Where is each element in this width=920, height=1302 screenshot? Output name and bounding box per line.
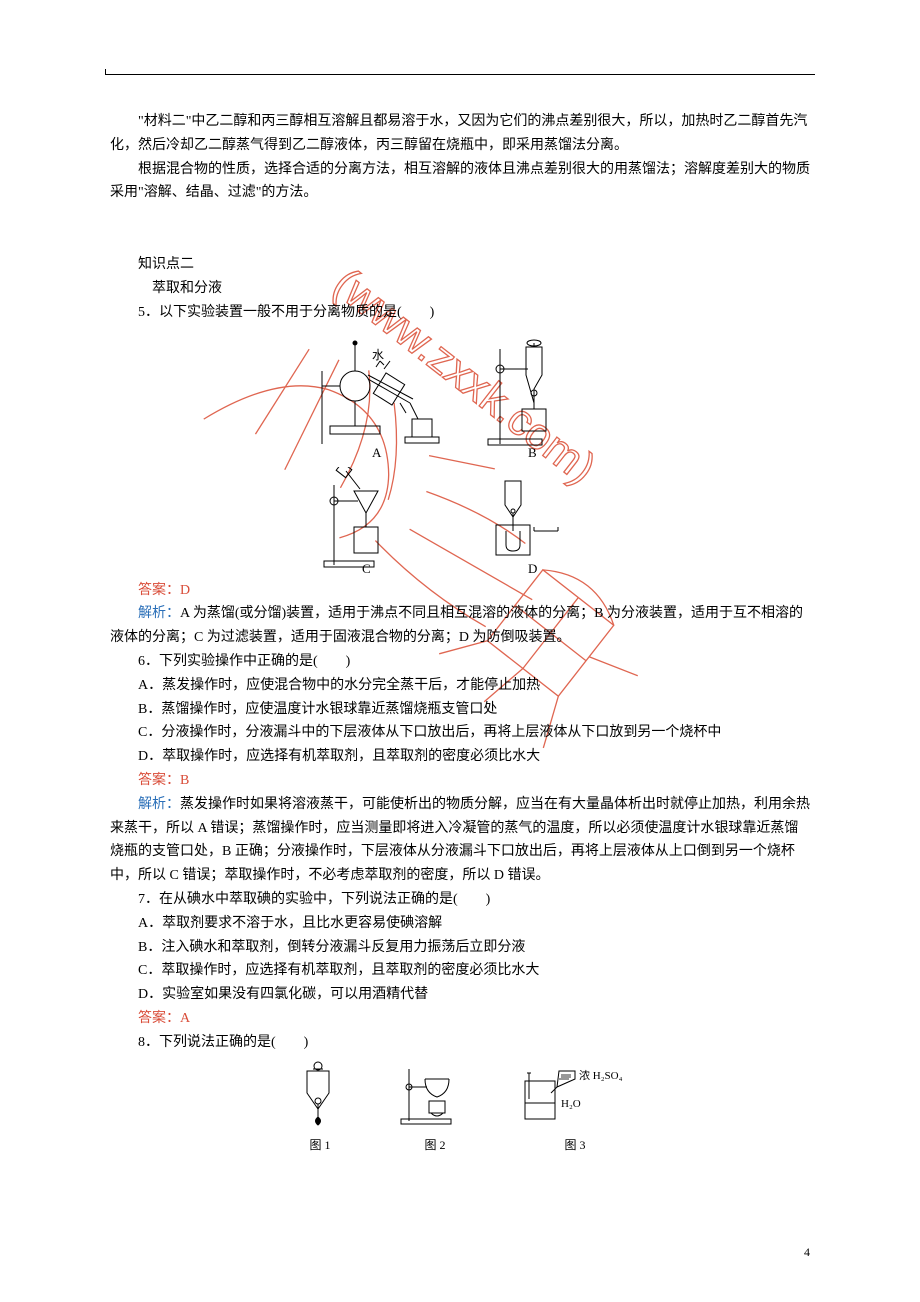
q5-stem: 5．以下实验装置一般不用于分离物质的是( ) bbox=[110, 301, 810, 325]
h2so4-label: 浓 H₂SO₄ bbox=[579, 1069, 623, 1082]
q5-apparatus-ab: 水 A B bbox=[310, 331, 610, 461]
q6-stem: 6．下列实验操作中正确的是( ) bbox=[110, 650, 810, 674]
q5-explain: 解析：A 为蒸馏(或分馏)装置，适用于沸点不同且相互混溶的液体的分离；B 为分液… bbox=[110, 602, 810, 650]
q7-answer: 答案：A bbox=[110, 1007, 810, 1031]
h2o-label: H₂O bbox=[561, 1098, 581, 1110]
label-a: A bbox=[372, 445, 382, 460]
q6-explain: 解析：蒸发操作时如果将溶液蒸干，可能使析出的物质分解，应当在有大量晶体析出时就停… bbox=[110, 793, 810, 888]
q7-a: A．萃取剂要求不溶于水，且比水更容易使碘溶解 bbox=[110, 912, 810, 936]
section-subtitle: 萃取和分液 bbox=[110, 277, 810, 301]
fig2-label: 图 2 bbox=[424, 1135, 445, 1155]
water-label: 水 bbox=[372, 348, 384, 362]
fig1-label: 图 1 bbox=[309, 1135, 330, 1155]
q5-answer: 答案：D bbox=[110, 579, 810, 603]
q6-d: D．萃取操作时，应选择有机萃取剂，且萃取剂的密度必须比水大 bbox=[110, 745, 810, 769]
header-tick bbox=[105, 69, 106, 75]
q8-fig3: 浓 H₂SO₄ H₂O 图 3 bbox=[515, 1061, 635, 1155]
page-number: 4 bbox=[804, 1242, 810, 1262]
q6-a: A．蒸发操作时，应使混合物中的水分完全蒸干后，才能停止加热 bbox=[110, 674, 810, 698]
label-b: B bbox=[528, 445, 537, 460]
page-content: "材料二"中乙二醇和丙三醇相互溶解且都易溶于水，又因为它们的沸点差别很大，所以，… bbox=[110, 110, 810, 1155]
q8-stem: 8．下列说法正确的是( ) bbox=[110, 1031, 810, 1055]
q6-b: B．蒸馏操作时，应使温度计水银球靠近蒸馏烧瓶支管口处 bbox=[110, 698, 810, 722]
q5-diagram-row-1: 水 A B bbox=[110, 331, 810, 461]
q8-fig2: 图 2 bbox=[395, 1061, 475, 1155]
explain-label: 解析： bbox=[138, 797, 180, 812]
header-rule bbox=[105, 74, 815, 75]
intro-para-2: 根据混合物的性质，选择合适的分离方法，相互溶解的液体且沸点差别很大的用蒸馏法；溶… bbox=[110, 158, 810, 206]
label-c: C bbox=[362, 561, 371, 576]
label-d: D bbox=[528, 561, 537, 576]
section-title: 知识点二 bbox=[110, 253, 810, 277]
q8-diagrams: 图 1 图 2 bbox=[110, 1061, 810, 1155]
q5-explain-text: A 为蒸馏(或分馏)装置，适用于沸点不同且相互混溶的液体的分离；B 为分液装置，… bbox=[110, 606, 803, 645]
intro-para-1: "材料二"中乙二醇和丙三醇相互溶解且都易溶于水，又因为它们的沸点差别很大，所以，… bbox=[110, 110, 810, 158]
q7-d: D．实验室如果没有四氯化碳，可以用酒精代替 bbox=[110, 983, 810, 1007]
q8-fig1: 图 1 bbox=[285, 1061, 355, 1155]
q7-c: C．萃取操作时，应选择有机萃取剂，且萃取剂的密度必须比水大 bbox=[110, 959, 810, 983]
explain-label: 解析： bbox=[138, 606, 180, 621]
q6-c: C．分液操作时，分液漏斗中的下层液体从下口放出后，再将上层液体从下口放到另一个烧… bbox=[110, 721, 810, 745]
q7-stem: 7．在从碘水中萃取碘的实验中，下列说法正确的是( ) bbox=[110, 888, 810, 912]
q7-b: B．注入碘水和萃取剂，倒转分液漏斗反复用力振荡后立即分液 bbox=[110, 936, 810, 960]
fig3-label: 图 3 bbox=[564, 1135, 585, 1155]
q5-apparatus-cd: C D bbox=[310, 467, 610, 577]
q5-diagram-row-2: C D bbox=[110, 467, 810, 577]
q6-explain-text: 蒸发操作时如果将溶液蒸干，可能使析出的物质分解，应当在有大量晶体析出时就停止加热… bbox=[110, 797, 810, 883]
q6-answer: 答案：B bbox=[110, 769, 810, 793]
